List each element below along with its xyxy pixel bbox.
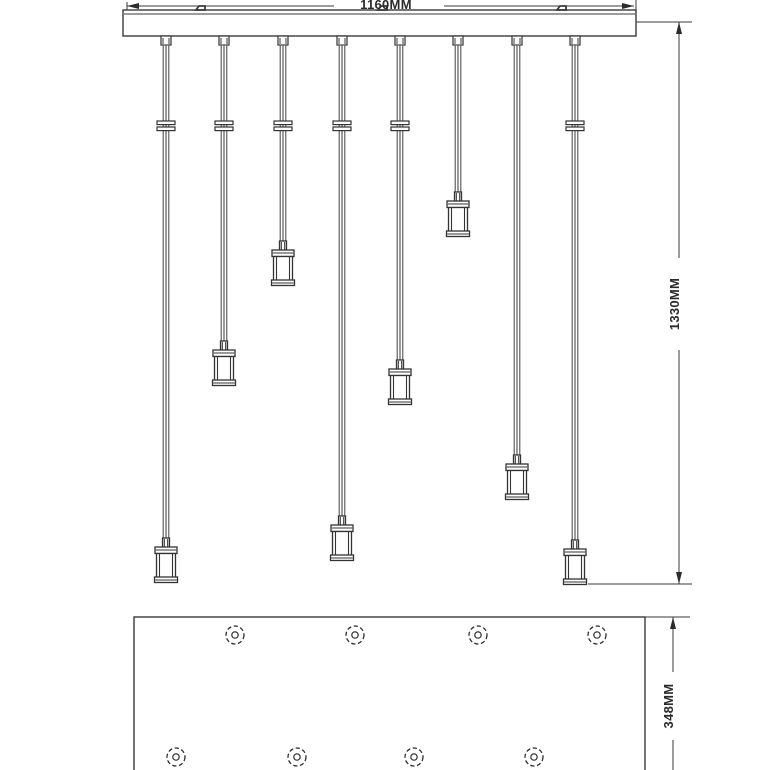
cord-grip-8 <box>569 35 581 46</box>
ceiling-mount-plate <box>122 5 637 37</box>
pendant-4 <box>329 35 355 562</box>
cord-grip-6 <box>452 35 464 46</box>
mounting-hole-t4 <box>587 625 607 645</box>
lamp-socket-3 <box>270 240 296 287</box>
pendant-3 <box>270 35 296 287</box>
lamp-socket-8 <box>562 539 588 586</box>
cord-clamp-5 <box>390 120 410 132</box>
pendant-8 <box>562 35 588 586</box>
pendant-5 <box>387 35 413 406</box>
dimension-label-overall-width: 1160MM <box>360 0 412 12</box>
dimension-label-canopy-depth: 348MM <box>661 684 676 729</box>
cord-clamp-1 <box>156 120 176 132</box>
dimension-overall-drop <box>588 21 692 585</box>
cord-grip-7 <box>511 35 523 46</box>
mounting-hole-t3 <box>468 625 488 645</box>
mounting-plate-plan <box>133 616 646 770</box>
canopy-tab-mark-2 <box>376 5 388 11</box>
canopy-tab-mark-3 <box>555 5 567 11</box>
lamp-socket-6 <box>445 191 471 238</box>
lamp-socket-5 <box>387 359 413 406</box>
cord-grip-5 <box>394 35 406 46</box>
pendant-2 <box>211 35 237 387</box>
lamp-socket-1 <box>153 537 179 584</box>
cord-grip-1 <box>160 35 172 46</box>
cord-grip-2 <box>218 35 230 46</box>
cord-clamp-4 <box>332 120 352 132</box>
pendant-1 <box>153 35 179 584</box>
lamp-socket-2 <box>211 340 237 387</box>
cord-clamp-3 <box>273 120 293 132</box>
dimension-label-overall-drop: 1330MM <box>667 278 682 330</box>
mounting-hole-t2 <box>345 625 365 645</box>
pendant-6 <box>445 35 471 238</box>
cord-grip-4 <box>336 35 348 46</box>
mounting-hole-b4 <box>524 747 544 767</box>
lamp-socket-7 <box>504 454 530 501</box>
cord-clamp-2 <box>214 120 234 132</box>
lamp-socket-4 <box>329 515 355 562</box>
canopy-tab-mark-1 <box>194 5 206 11</box>
dimension-canopy-depth <box>620 616 690 770</box>
pendant-7 <box>504 35 530 501</box>
mounting-hole-b2 <box>287 747 307 767</box>
mounting-hole-t1 <box>225 625 245 645</box>
cord-clamp-8 <box>565 120 585 132</box>
mounting-hole-b3 <box>404 747 424 767</box>
cord-grip-3 <box>277 35 289 46</box>
mounting-hole-b1 <box>166 747 186 767</box>
